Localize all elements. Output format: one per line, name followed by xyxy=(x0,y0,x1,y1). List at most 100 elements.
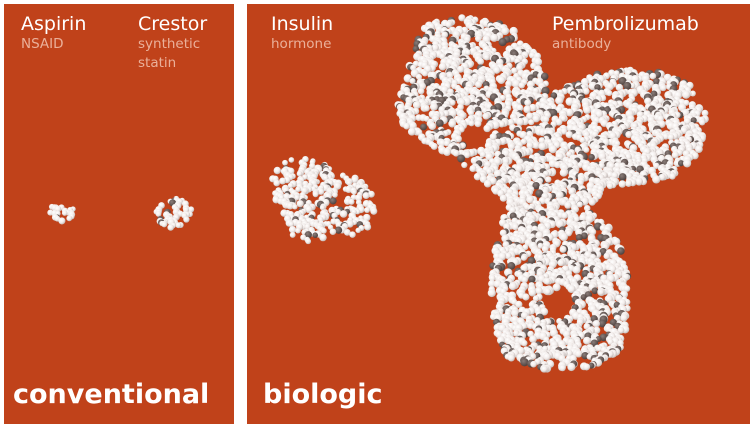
atom xyxy=(669,173,676,180)
atom xyxy=(61,210,68,216)
atom xyxy=(428,122,437,131)
atom xyxy=(537,242,544,249)
atom xyxy=(430,142,438,150)
atom xyxy=(449,99,456,106)
atom xyxy=(699,119,706,126)
atom xyxy=(319,233,327,242)
atom xyxy=(532,141,540,149)
atom xyxy=(527,256,536,265)
atom xyxy=(568,188,576,195)
atom xyxy=(273,179,281,187)
crestor-name: Crestor xyxy=(138,13,208,35)
atom xyxy=(528,275,536,283)
atom xyxy=(497,76,506,85)
atom xyxy=(511,79,521,88)
atom xyxy=(504,252,512,260)
biologic-panel: Insulin hormone Pembrolizumab antibody b… xyxy=(247,4,750,424)
atom xyxy=(429,102,438,111)
atom xyxy=(683,99,690,106)
atom xyxy=(559,364,566,372)
atom xyxy=(592,319,601,328)
conventional-panel-background xyxy=(4,4,234,424)
atom xyxy=(367,190,375,198)
insulin-name: Insulin xyxy=(271,13,334,35)
atom xyxy=(606,182,614,190)
atom xyxy=(681,109,690,117)
atom xyxy=(461,161,468,169)
atom xyxy=(575,234,583,241)
atom xyxy=(565,349,573,358)
atom xyxy=(583,363,591,371)
atom xyxy=(292,204,298,210)
atom xyxy=(479,151,486,158)
atom xyxy=(482,112,490,120)
atom xyxy=(667,133,675,141)
atom xyxy=(516,104,524,112)
atom xyxy=(620,314,628,322)
atom xyxy=(562,330,571,338)
atom xyxy=(273,166,281,175)
atom xyxy=(464,49,471,56)
atom xyxy=(538,142,547,151)
atom xyxy=(511,223,519,231)
atom xyxy=(649,72,657,80)
atom xyxy=(305,205,313,214)
atom xyxy=(507,354,515,362)
atom xyxy=(487,288,496,298)
atom xyxy=(583,336,591,345)
atom xyxy=(287,182,294,189)
atom xyxy=(658,173,666,181)
atom xyxy=(155,211,162,217)
atom xyxy=(615,83,624,92)
atom xyxy=(498,38,507,47)
atom xyxy=(594,84,601,91)
atom xyxy=(521,339,528,347)
atom xyxy=(588,198,596,206)
pembrolizumab-label: Pembrolizumab antibody xyxy=(552,13,699,54)
atom xyxy=(183,216,190,223)
atom xyxy=(444,20,453,29)
atom xyxy=(555,219,565,229)
atom xyxy=(475,35,482,43)
atom xyxy=(488,279,496,288)
atom xyxy=(520,358,529,367)
atom xyxy=(508,282,517,291)
atom xyxy=(597,289,605,296)
insulin-class: hormone xyxy=(271,36,332,52)
atom xyxy=(529,335,537,343)
pembrolizumab-name: Pembrolizumab xyxy=(552,13,699,35)
atom xyxy=(288,157,295,163)
atom xyxy=(58,217,66,225)
atom xyxy=(528,119,535,126)
atom xyxy=(296,200,304,208)
atom xyxy=(351,176,359,184)
atom xyxy=(346,180,352,186)
atom xyxy=(583,105,592,115)
atom xyxy=(662,133,669,140)
conventional-panel: Aspirin NSAID Crestor synthetic statin c… xyxy=(4,4,234,424)
atom xyxy=(319,204,326,211)
atom xyxy=(520,254,528,261)
pembrolizumab-molecule xyxy=(394,14,709,373)
atom xyxy=(564,201,572,209)
atom xyxy=(526,195,535,204)
atom xyxy=(557,259,565,267)
aspirin-molecule xyxy=(47,203,76,225)
atom xyxy=(469,165,477,173)
atom xyxy=(612,237,621,246)
atom xyxy=(623,285,631,292)
atom xyxy=(499,194,508,202)
atom xyxy=(559,245,567,253)
atom xyxy=(579,213,587,222)
atom xyxy=(167,224,174,231)
atom xyxy=(526,142,534,149)
atom xyxy=(572,265,581,274)
biologic-category-label: biologic xyxy=(263,379,383,410)
atom xyxy=(329,197,337,205)
atom xyxy=(677,160,685,167)
atom xyxy=(579,137,586,144)
atom xyxy=(304,231,312,239)
atom xyxy=(349,231,356,238)
atom xyxy=(355,194,363,202)
atom xyxy=(420,123,427,131)
